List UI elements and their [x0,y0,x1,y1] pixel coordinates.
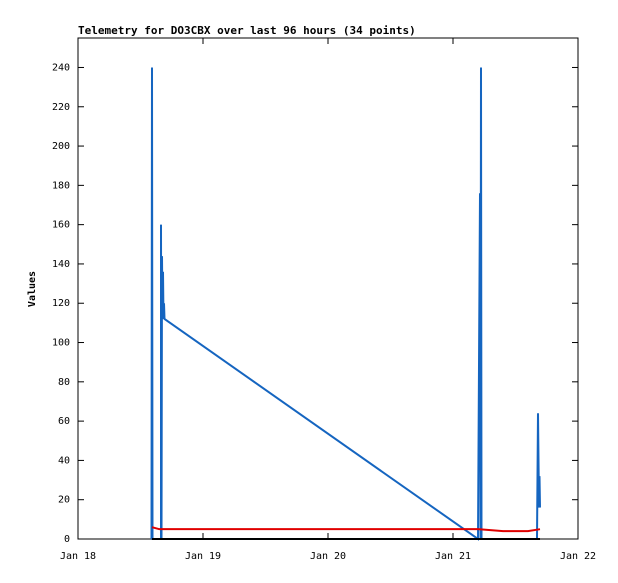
y-tick-label: 80 [58,377,70,388]
chart-title: Telemetry for DO3CBX over last 96 hours … [78,24,416,37]
y-tick-label: 220 [52,102,70,113]
y-tick-label: 180 [52,180,70,191]
y-axis-label: Values [27,271,38,307]
x-tick-label: Jan 21 [435,551,471,562]
x-tick-label: Jan 18 [60,551,96,562]
series-line [150,67,541,541]
y-tick-label: 40 [58,455,70,466]
x-tick-label: Jan 22 [560,551,596,562]
y-tick-label: 240 [52,62,70,73]
x-tick-label: Jan 20 [310,551,346,562]
y-tick-label: 160 [52,220,70,231]
series-line [151,526,541,533]
x-tick-label: Jan 19 [185,551,221,562]
y-tick-label: 0 [64,534,70,545]
y-tick-label: 100 [52,338,70,349]
y-tick-label: 60 [58,416,70,427]
y-tick-label: 120 [52,298,70,309]
y-tick-label: 140 [52,259,70,270]
y-tick-label: 20 [58,495,70,506]
y-tick-label: 200 [52,141,70,152]
